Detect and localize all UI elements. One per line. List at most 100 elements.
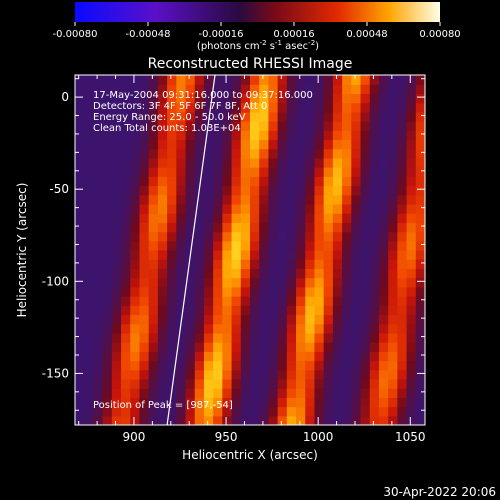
heatmap-cell xyxy=(185,75,196,85)
heatmap-cell xyxy=(268,148,279,159)
heatmap-cell xyxy=(176,397,187,408)
heatmap-cell xyxy=(213,415,223,425)
heatmap-cell xyxy=(102,378,113,389)
heatmap-cell xyxy=(342,369,352,380)
heatmap-cell xyxy=(157,277,168,288)
heatmap-cell xyxy=(268,139,279,150)
heatmap-cell xyxy=(351,406,362,417)
heatmap-cell xyxy=(351,111,362,122)
heatmap-cell xyxy=(194,121,205,131)
heatmap-cell xyxy=(84,342,95,352)
heatmap-cell xyxy=(332,139,343,150)
heatmap-cell xyxy=(157,102,168,113)
heatmap-cell xyxy=(139,111,150,122)
heatmap-cell xyxy=(102,259,113,270)
heatmap-cell xyxy=(250,111,260,122)
heatmap-cell xyxy=(415,222,425,233)
heatmap-cell xyxy=(369,314,380,325)
heatmap-cell xyxy=(342,185,352,196)
heatmap-cell xyxy=(296,250,306,260)
heatmap-cell xyxy=(360,222,371,233)
heatmap-cell xyxy=(286,296,297,306)
heatmap-cell xyxy=(277,397,288,408)
heatmap-cell xyxy=(406,305,417,316)
heatmap-cell xyxy=(203,130,214,141)
heatmap-cell xyxy=(314,176,325,187)
heatmap-cell xyxy=(360,277,371,288)
heatmap-cell xyxy=(360,121,371,131)
heatmap-cell xyxy=(250,167,260,177)
heatmap-cell xyxy=(111,296,122,306)
heatmap-cell xyxy=(130,351,141,362)
heatmap-cell xyxy=(102,332,113,343)
heatmap-cell xyxy=(93,130,104,141)
heatmap-cell xyxy=(111,185,122,196)
heatmap-cell xyxy=(397,75,408,85)
heatmap-cell xyxy=(203,277,214,288)
heatmap-cell xyxy=(130,369,141,380)
heatmap-cell xyxy=(148,305,159,316)
heatmap-cell xyxy=(332,157,343,168)
heatmap-cell xyxy=(259,139,270,150)
heatmap-cell xyxy=(250,342,260,352)
heatmap-cell xyxy=(351,130,362,141)
heatmap-cell xyxy=(397,222,408,233)
heatmap-cell xyxy=(415,296,425,306)
heatmap-cell xyxy=(203,240,214,251)
heatmap-cell xyxy=(415,167,425,177)
heatmap-cell xyxy=(397,250,408,260)
heatmap-cell xyxy=(351,167,362,177)
heatmap-cell xyxy=(240,314,251,325)
heatmap-cell xyxy=(176,203,187,214)
heatmap-cell xyxy=(121,323,131,334)
heatmap-cell xyxy=(111,84,122,95)
heatmap-cell xyxy=(121,157,131,168)
heatmap-cell xyxy=(102,240,113,251)
heatmap-cell xyxy=(259,250,270,260)
heatmap-cell xyxy=(240,185,251,196)
heatmap-cell xyxy=(111,203,122,214)
heatmap-cell xyxy=(342,388,352,398)
heatmap-cell xyxy=(351,268,362,279)
heatmap-cell xyxy=(378,378,389,389)
heatmap-cell xyxy=(93,305,104,316)
heatmap-cell xyxy=(194,194,205,205)
heatmap-cell xyxy=(415,84,425,95)
heatmap-cell xyxy=(268,93,279,104)
heatmap-cell xyxy=(277,185,288,196)
heatmap-cell xyxy=(351,369,362,380)
heatmap-cell xyxy=(213,231,223,242)
heatmap-cell xyxy=(415,305,425,316)
heatmap-cell xyxy=(185,268,196,279)
heatmap-cell xyxy=(185,130,196,141)
heatmap-cell xyxy=(93,342,104,352)
heatmap-cell xyxy=(148,213,159,223)
heatmap-cell xyxy=(139,185,150,196)
heatmap-cell xyxy=(102,157,113,168)
heatmap-cell xyxy=(342,268,352,279)
heatmap-cell xyxy=(250,157,260,168)
heatmap-cell xyxy=(406,314,417,325)
heatmap-cell xyxy=(130,277,141,288)
heatmap-cell xyxy=(213,203,223,214)
heatmap-cell xyxy=(332,222,343,233)
heatmap-cell xyxy=(397,378,408,389)
heatmap-cell xyxy=(130,222,141,233)
heatmap-cell xyxy=(157,378,168,389)
heatmap-cell xyxy=(93,102,104,113)
heatmap-cell xyxy=(102,203,113,214)
heatmap-cell xyxy=(194,102,205,113)
heatmap-cell xyxy=(286,231,297,242)
heatmap-cell xyxy=(148,286,159,297)
heatmap-cell xyxy=(203,351,214,362)
heatmap-cell xyxy=(406,259,417,270)
heatmap-cell xyxy=(277,213,288,223)
heatmap-cell xyxy=(305,369,316,380)
heatmap-cell xyxy=(203,157,214,168)
heatmap-cell xyxy=(369,415,380,425)
heatmap-cell xyxy=(369,84,380,95)
heatmap-cell xyxy=(240,203,251,214)
heatmap-cell xyxy=(323,351,334,362)
heatmap-cell xyxy=(286,203,297,214)
heatmap-cell xyxy=(314,139,325,150)
